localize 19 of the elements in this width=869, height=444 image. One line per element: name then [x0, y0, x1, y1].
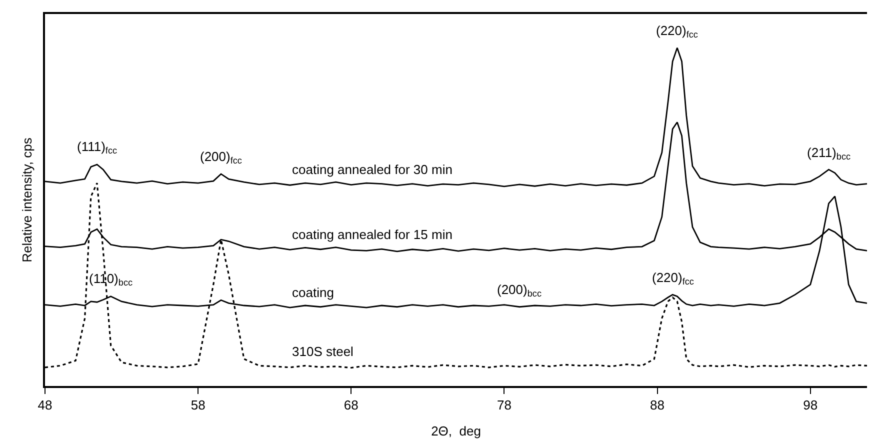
- x-tick-label: 78: [496, 398, 512, 413]
- x-tick-label: 68: [344, 398, 358, 413]
- series-label: 310S steel: [292, 344, 354, 359]
- y-axis-title: Relative intensity, cps: [19, 137, 34, 262]
- x-tick-label: 98: [803, 398, 818, 413]
- x-tick-label: 88: [650, 398, 665, 413]
- series-label: coating: [292, 285, 334, 300]
- annotation: (211)$_{bcc}$: [807, 145, 851, 162]
- annotation: (200)$_{bcc}$: [497, 282, 542, 299]
- annotation: (110)$_{bcc}$: [89, 271, 133, 288]
- annotation: (220)$_{fcc}$: [652, 270, 694, 287]
- x-tick-label: 58: [190, 398, 206, 413]
- series-label: coating annealed for 30 min: [292, 162, 452, 177]
- x-tick-label: 48: [38, 398, 52, 413]
- x-axis-title: 2Θ, deg: [431, 424, 481, 439]
- annotation: (200)$_{fcc}$: [200, 149, 242, 166]
- series-label: coating annealed for 15 min: [292, 227, 452, 242]
- annotation: (220)$_{fcc}$: [656, 23, 698, 40]
- annotation: (111)$_{fcc}$: [77, 139, 118, 156]
